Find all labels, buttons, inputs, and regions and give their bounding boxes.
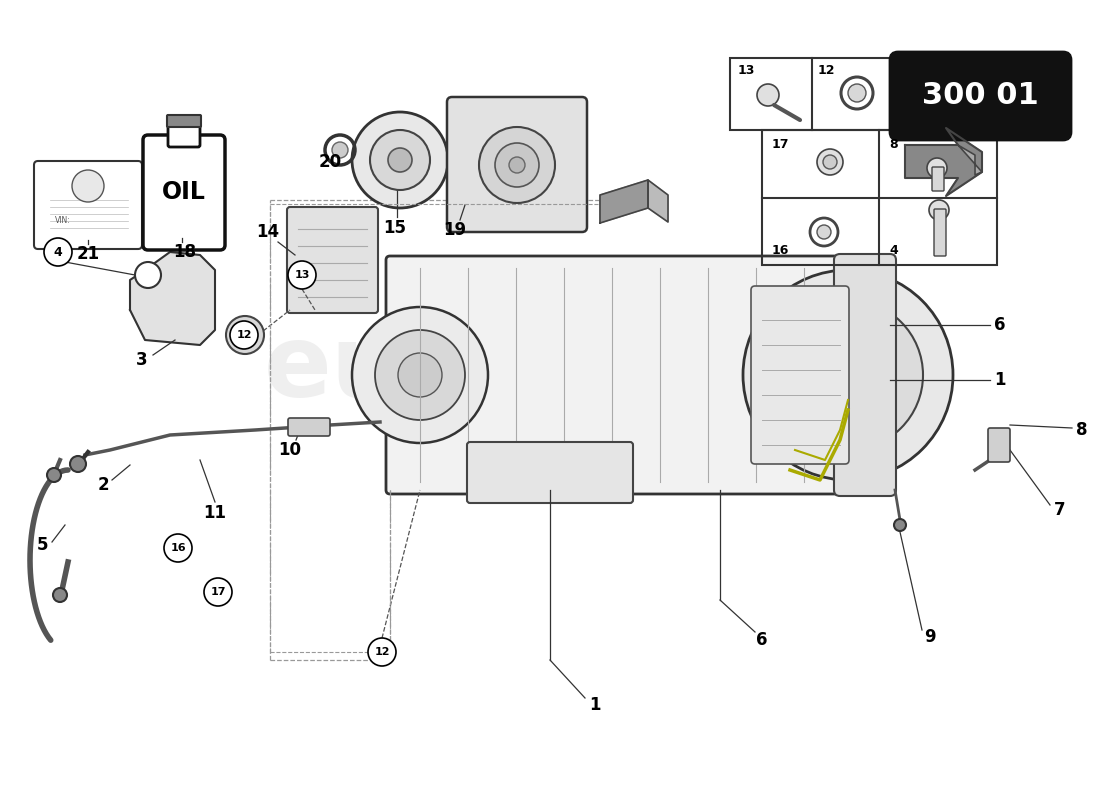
Text: 6: 6: [994, 316, 1005, 334]
Circle shape: [803, 330, 893, 420]
Text: 4: 4: [890, 245, 899, 258]
Circle shape: [53, 588, 67, 602]
Circle shape: [226, 316, 264, 354]
Circle shape: [848, 84, 866, 102]
Circle shape: [388, 148, 412, 172]
Text: 12: 12: [374, 647, 389, 657]
Circle shape: [204, 578, 232, 606]
Circle shape: [742, 270, 953, 480]
Text: 10: 10: [278, 441, 301, 459]
Circle shape: [817, 149, 843, 175]
Circle shape: [235, 325, 255, 345]
Bar: [762, 130, 997, 265]
FancyBboxPatch shape: [386, 256, 864, 494]
Circle shape: [288, 261, 316, 289]
FancyBboxPatch shape: [287, 207, 378, 313]
Text: 20: 20: [318, 153, 342, 171]
Circle shape: [47, 468, 60, 482]
Circle shape: [135, 262, 161, 288]
Circle shape: [823, 155, 837, 169]
FancyBboxPatch shape: [143, 135, 226, 250]
Circle shape: [375, 330, 465, 420]
FancyBboxPatch shape: [932, 167, 944, 191]
FancyBboxPatch shape: [34, 161, 142, 249]
Text: 9: 9: [924, 628, 936, 646]
Text: OIL: OIL: [162, 180, 206, 204]
Circle shape: [398, 353, 442, 397]
FancyBboxPatch shape: [751, 286, 849, 464]
Bar: [730, 58, 895, 130]
Circle shape: [352, 112, 448, 208]
Circle shape: [930, 200, 949, 220]
Circle shape: [828, 355, 868, 395]
Text: 15: 15: [384, 219, 407, 237]
Circle shape: [164, 534, 192, 562]
Circle shape: [757, 84, 779, 106]
Circle shape: [44, 238, 72, 266]
Text: 4: 4: [54, 246, 63, 258]
Text: 8: 8: [890, 138, 899, 150]
FancyBboxPatch shape: [167, 115, 201, 127]
Polygon shape: [648, 180, 668, 222]
FancyBboxPatch shape: [168, 121, 200, 147]
Circle shape: [368, 638, 396, 666]
Text: 300 01: 300 01: [922, 82, 1038, 110]
Text: a passion for parts: a passion for parts: [405, 423, 716, 457]
Circle shape: [370, 130, 430, 190]
Text: 14: 14: [256, 223, 279, 241]
Circle shape: [894, 519, 906, 531]
Text: 7: 7: [1054, 501, 1066, 519]
Text: 16: 16: [771, 245, 789, 258]
Text: 18: 18: [174, 243, 197, 261]
Polygon shape: [958, 145, 982, 175]
Circle shape: [230, 321, 258, 349]
Text: 11: 11: [204, 504, 227, 522]
Circle shape: [352, 307, 488, 443]
Text: 17: 17: [210, 587, 225, 597]
Text: 17: 17: [771, 138, 789, 150]
Text: 1: 1: [590, 696, 601, 714]
Circle shape: [817, 225, 830, 239]
Text: 13: 13: [737, 63, 755, 77]
Text: 21: 21: [76, 245, 100, 263]
Text: 13: 13: [295, 270, 310, 280]
Text: eurospares: eurospares: [264, 322, 896, 418]
FancyBboxPatch shape: [288, 418, 330, 436]
Text: 6: 6: [757, 631, 768, 649]
FancyBboxPatch shape: [934, 209, 946, 256]
Text: 1: 1: [994, 371, 1005, 389]
Text: 19: 19: [443, 221, 466, 239]
Text: 8: 8: [1076, 421, 1088, 439]
Circle shape: [70, 456, 86, 472]
FancyBboxPatch shape: [834, 254, 896, 496]
Circle shape: [478, 127, 556, 203]
Text: 16: 16: [170, 543, 186, 553]
Text: 5: 5: [36, 536, 47, 554]
Text: 3: 3: [136, 351, 147, 369]
Polygon shape: [905, 128, 982, 196]
FancyBboxPatch shape: [890, 52, 1071, 140]
Text: 12: 12: [236, 330, 252, 340]
Circle shape: [509, 157, 525, 173]
FancyBboxPatch shape: [988, 428, 1010, 462]
Polygon shape: [130, 252, 214, 345]
FancyBboxPatch shape: [468, 442, 632, 503]
FancyBboxPatch shape: [447, 97, 587, 232]
Text: VIN:: VIN:: [55, 216, 70, 225]
Circle shape: [332, 142, 348, 158]
Text: 2: 2: [97, 476, 109, 494]
Polygon shape: [600, 180, 648, 223]
Circle shape: [927, 158, 947, 178]
Circle shape: [72, 170, 104, 202]
Circle shape: [495, 143, 539, 187]
Circle shape: [773, 300, 923, 450]
Text: 12: 12: [817, 63, 835, 77]
